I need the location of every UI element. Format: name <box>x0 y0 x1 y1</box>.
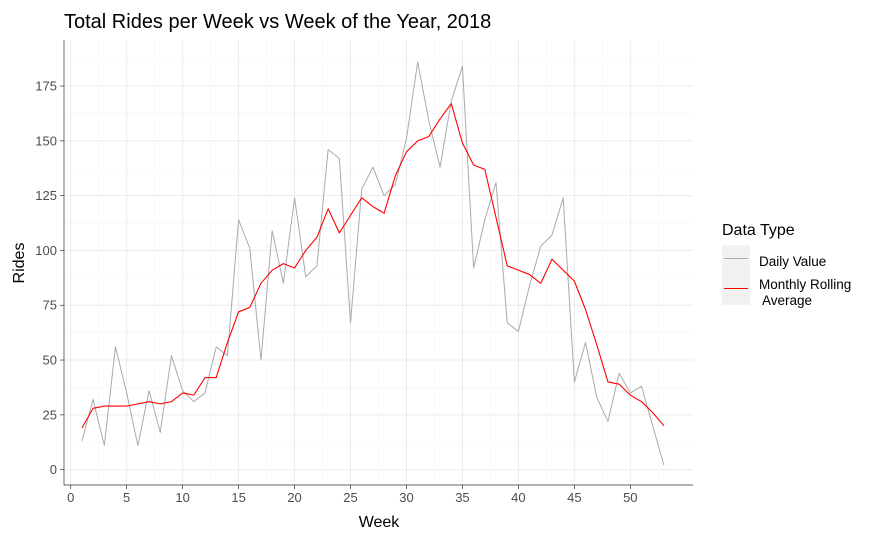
series-lines <box>81 61 665 466</box>
x-tick-label: 45 <box>567 490 581 505</box>
x-tick-label: 15 <box>231 490 245 505</box>
chart-title: Total Rides per Week vs Week of the Year… <box>64 11 491 33</box>
y-tick-label: 125 <box>35 188 57 203</box>
legend-item-rolling-average: Monthly Rolling Average <box>722 272 851 308</box>
daily-value-line <box>81 61 665 466</box>
x-tick-label: 50 <box>623 490 637 505</box>
y-tick-label: 50 <box>43 353 57 368</box>
legend-label: Monthly Rolling Average <box>759 277 851 308</box>
x-tick-label: 25 <box>343 490 357 505</box>
y-tick-label: 25 <box>43 407 57 422</box>
x-axis-title: Week <box>359 514 401 531</box>
legend: Data Type Daily Value Monthly Rolling Ave… <box>722 222 851 308</box>
y-axis-title: Rides <box>11 243 28 284</box>
rolling-average-line <box>81 103 665 429</box>
legend-label: Daily Value <box>759 254 826 269</box>
y-tick-label: 100 <box>35 243 57 258</box>
x-tick-label: 10 <box>175 490 189 505</box>
y-tick-label: 75 <box>43 298 57 313</box>
legend-title: Data Type <box>722 222 795 239</box>
axes <box>60 40 693 489</box>
x-tick-label: 5 <box>123 490 130 505</box>
legend-item-daily-value: Daily Value <box>722 245 826 272</box>
y-tick-label: 150 <box>35 133 57 148</box>
x-tick-label: 40 <box>511 490 525 505</box>
x-tick-label: 35 <box>455 490 469 505</box>
x-tick-label: 30 <box>399 490 413 505</box>
x-tick-label: 0 <box>67 490 74 505</box>
x-tick-label: 20 <box>287 490 301 505</box>
tick-labels: 0 5 10 15 20 25 30 35 40 45 50 0 25 50 75 100 125 150 175 <box>35 79 637 505</box>
y-tick-label: 0 <box>50 462 57 477</box>
grid <box>64 40 693 485</box>
y-tick-label: 175 <box>35 79 57 94</box>
